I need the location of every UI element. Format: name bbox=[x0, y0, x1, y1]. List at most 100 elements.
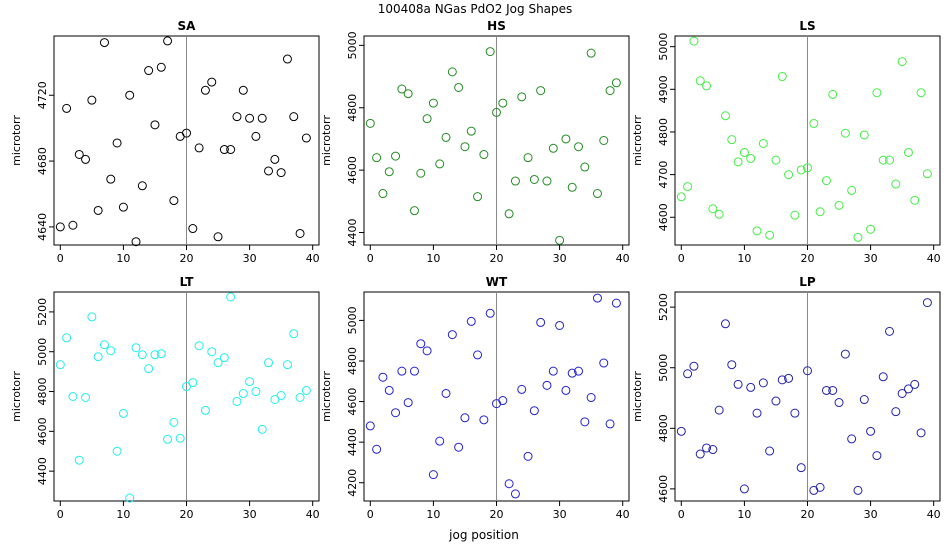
y-tick-label: 4900 bbox=[657, 75, 670, 103]
data-point bbox=[409, 206, 419, 216]
data-point bbox=[523, 451, 533, 461]
data-point bbox=[435, 436, 445, 446]
data-point bbox=[853, 232, 863, 242]
y-axis-label-ls: microtorr bbox=[631, 115, 644, 166]
x-tick-label: 20 bbox=[490, 252, 504, 265]
data-point bbox=[226, 145, 236, 155]
data-point bbox=[683, 182, 693, 192]
data-point bbox=[555, 235, 565, 245]
data-point bbox=[702, 81, 712, 91]
y-tick-label: 5000 bbox=[657, 354, 670, 382]
y-tick-label: 4600 bbox=[36, 417, 49, 445]
y-tick-label: 4800 bbox=[36, 378, 49, 406]
y-tick-label: 4200 bbox=[346, 469, 359, 497]
data-point bbox=[182, 382, 191, 392]
data-point bbox=[695, 449, 705, 459]
data-point bbox=[834, 398, 844, 408]
data-point bbox=[106, 346, 116, 356]
data-point bbox=[872, 451, 882, 461]
data-point bbox=[163, 36, 173, 46]
data-point bbox=[733, 157, 743, 167]
x-tick-label: 20 bbox=[490, 508, 504, 521]
data-point bbox=[460, 413, 470, 423]
x-tick-label: 0 bbox=[678, 508, 685, 521]
data-point bbox=[592, 189, 602, 199]
panel-ls: LS 0 10 20 30 40 4600 4700 4800 4900 5000 microtorr bbox=[631, 19, 941, 265]
data-point bbox=[746, 153, 756, 163]
data-point bbox=[492, 107, 501, 117]
data-point bbox=[903, 384, 913, 394]
x-tick-label: 40 bbox=[616, 508, 630, 521]
data-point bbox=[479, 150, 489, 160]
data-point bbox=[156, 62, 166, 72]
data-point bbox=[891, 179, 901, 189]
data-point bbox=[251, 131, 261, 141]
data-point bbox=[257, 113, 267, 123]
data-point bbox=[163, 434, 173, 444]
data-point bbox=[156, 349, 166, 359]
data-point bbox=[580, 162, 590, 172]
data-point bbox=[144, 364, 154, 374]
data-point bbox=[498, 396, 508, 406]
data-point bbox=[708, 445, 718, 455]
data-point bbox=[447, 330, 457, 340]
x-axis-label: jog position bbox=[448, 528, 519, 542]
data-point bbox=[169, 417, 179, 427]
panel-wt: WT 0 10 20 30 40 4200 4400 4600 4800 5000 microtorr bbox=[320, 275, 630, 521]
data-point bbox=[689, 361, 699, 371]
data-point bbox=[416, 168, 426, 178]
data-point bbox=[251, 387, 261, 397]
x-tick-label: 30 bbox=[864, 508, 878, 521]
data-point bbox=[567, 182, 577, 192]
data-point bbox=[454, 442, 464, 452]
y-axis-label-lt: microtorr bbox=[10, 371, 23, 422]
panel-title-hs: HS bbox=[487, 19, 506, 33]
panel-lp: LP 0 10 20 30 40 4600 4800 5000 5200 microtorr bbox=[631, 275, 941, 521]
data-point bbox=[219, 145, 229, 155]
data-point bbox=[733, 379, 743, 389]
data-point bbox=[885, 155, 895, 165]
y-tick-label: 4600 bbox=[346, 156, 359, 184]
data-point bbox=[574, 142, 584, 152]
data-point bbox=[580, 417, 590, 427]
panel-title-sa: SA bbox=[178, 19, 197, 33]
data-point bbox=[611, 78, 621, 88]
x-tick-label: 30 bbox=[553, 508, 567, 521]
data-point bbox=[853, 485, 863, 495]
data-point bbox=[454, 82, 464, 92]
data-point bbox=[238, 389, 248, 399]
data-point bbox=[409, 366, 419, 376]
data-point bbox=[714, 405, 724, 415]
panel-title-ls: LS bbox=[799, 19, 815, 33]
data-point bbox=[68, 392, 78, 401]
data-point bbox=[702, 443, 712, 453]
data-point bbox=[790, 408, 800, 418]
data-point bbox=[872, 88, 882, 98]
data-point bbox=[200, 85, 210, 95]
x-tick-label: 40 bbox=[927, 508, 941, 521]
data-point bbox=[397, 366, 407, 376]
data-point bbox=[504, 479, 514, 489]
data-point bbox=[403, 398, 413, 408]
data-point bbox=[485, 47, 495, 57]
y-axis-label-lp: microtorr bbox=[631, 371, 644, 422]
data-point bbox=[194, 143, 204, 153]
data-point bbox=[746, 382, 756, 392]
x-tick-label: 20 bbox=[180, 252, 194, 265]
data-point bbox=[479, 415, 489, 425]
data-point bbox=[81, 392, 91, 402]
data-point bbox=[422, 114, 432, 124]
data-point bbox=[897, 388, 907, 398]
data-point bbox=[599, 358, 609, 368]
data-point bbox=[295, 228, 305, 238]
data-point bbox=[910, 195, 920, 205]
data-point bbox=[289, 112, 299, 122]
data-point bbox=[169, 196, 179, 206]
data-point bbox=[397, 84, 407, 94]
data-point bbox=[683, 369, 693, 379]
y-tick-label: 5200 bbox=[36, 298, 49, 326]
data-point bbox=[238, 85, 248, 95]
data-point bbox=[803, 366, 812, 376]
data-point bbox=[125, 90, 135, 100]
data-point bbox=[403, 89, 413, 99]
